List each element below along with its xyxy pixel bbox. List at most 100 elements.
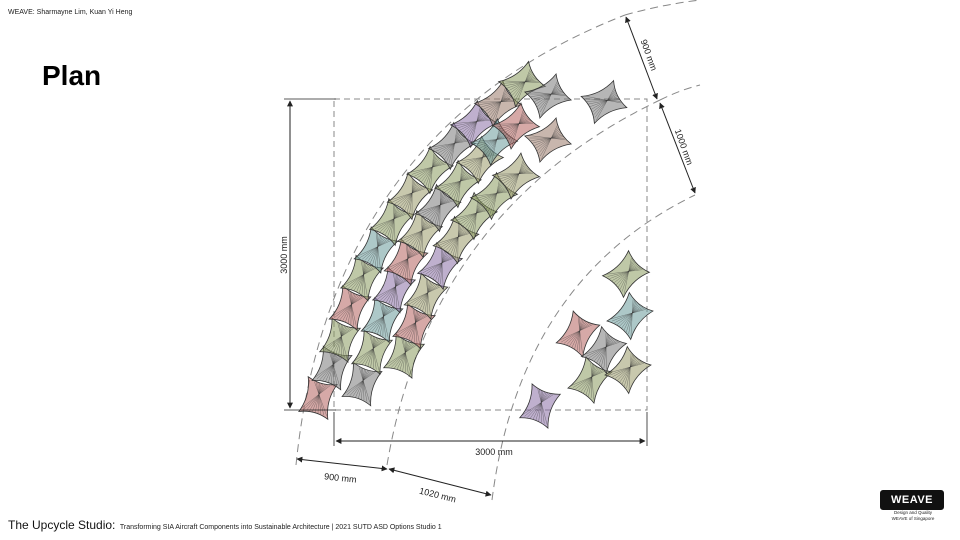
weave-strand [497, 121, 532, 127]
weave-strand [563, 322, 590, 344]
weave-strand [485, 130, 504, 156]
weave-strand [389, 251, 419, 271]
weave-strand [592, 93, 617, 113]
weave-strand [374, 212, 406, 230]
weave-strand [358, 369, 367, 399]
weave-strand [440, 250, 444, 285]
footer: The Upcycle Studio: Transforming SIA Air… [8, 516, 442, 534]
weave-module [396, 209, 444, 259]
weave-strand [339, 295, 359, 321]
logo-line-1: Design and Quality [893, 510, 933, 515]
weave-strand [530, 136, 564, 141]
weave-strand [348, 291, 357, 327]
weave-strand [474, 199, 478, 236]
weave-strand [328, 353, 337, 383]
weave-strand [362, 261, 365, 296]
weave-strand [541, 390, 542, 423]
weave-strand [412, 220, 428, 248]
dim-second-band-line [388, 467, 492, 497]
weave-strand [530, 92, 564, 97]
weave-strand [442, 175, 472, 191]
page-title: Plan [42, 60, 102, 91]
weave-strand [451, 170, 466, 199]
weave-strand [623, 302, 638, 331]
weave-strand [316, 355, 344, 379]
weave-module [297, 375, 339, 421]
weave-strand [414, 309, 418, 344]
weave-module [580, 79, 628, 125]
weave-module [416, 241, 464, 291]
weave-strand [489, 181, 501, 214]
weave-strand [362, 338, 381, 365]
weave-strand [479, 99, 514, 105]
weave-strand [575, 369, 602, 390]
weave-strand [356, 240, 391, 257]
weave-strand [527, 393, 550, 418]
weave-strand [502, 117, 529, 134]
dim-top-band-label: 900 mm [639, 38, 660, 72]
weave-strand [373, 336, 374, 369]
weave-strand [591, 339, 615, 360]
weave-strand [501, 118, 530, 132]
weave-strand [402, 224, 434, 242]
weave-strand [346, 371, 374, 395]
weave-strand [319, 355, 342, 380]
weave-strand [401, 339, 412, 375]
weave-strand [501, 168, 530, 182]
weave-strand [303, 385, 329, 410]
weave-strand [440, 135, 464, 156]
weave-strand [460, 206, 487, 225]
module-shape [491, 152, 541, 200]
weave-strand [448, 172, 468, 197]
footer-studio: The Upcycle Studio: [8, 518, 116, 532]
weave-strand [315, 381, 324, 416]
weave-strand [489, 127, 502, 160]
weave-strand [374, 279, 409, 298]
weave-strand [510, 161, 525, 194]
weave-strand [539, 389, 545, 424]
weave-strand [394, 342, 413, 369]
weave-strand [332, 326, 347, 354]
dim-top-band-line [625, 16, 658, 100]
weave-strand [343, 372, 375, 395]
weave-strand [350, 265, 372, 290]
weave-strand [321, 328, 354, 350]
weave-strand [439, 191, 441, 228]
weave-strand [374, 234, 380, 267]
weave-strand [504, 116, 528, 137]
weave-strand [409, 285, 439, 305]
weave-strand [485, 183, 504, 210]
weave-strand [396, 342, 411, 370]
weave-strand [593, 91, 616, 115]
weave-strand [356, 264, 368, 293]
weave-module [405, 145, 455, 195]
weave-module [328, 284, 372, 332]
weave-strand [405, 340, 406, 373]
weave-strand [371, 307, 391, 333]
weave-strand [459, 116, 488, 131]
weave-strand [487, 128, 503, 158]
weave-module [555, 310, 601, 358]
weave-strand [404, 246, 410, 279]
weave-strand [425, 155, 437, 187]
weave-strand [353, 264, 370, 291]
weave-strand [589, 96, 619, 107]
weave-strand [359, 239, 389, 259]
weave-strand [420, 218, 424, 253]
weave-strand [590, 364, 593, 398]
weave-strand [524, 394, 552, 417]
weave-strand [314, 383, 322, 413]
weave-strand [536, 130, 560, 152]
weave-strand [596, 88, 615, 121]
weave-strand [411, 179, 413, 216]
weave-strand [356, 340, 384, 363]
weave-strand [432, 194, 446, 223]
module-shape [555, 310, 601, 358]
weave-logo: WEAVE Design and Quality WEAVE of Singap… [880, 490, 946, 522]
weave-strand [441, 249, 444, 286]
weave-strand [502, 167, 529, 184]
weave-module [491, 152, 541, 200]
module-shape [606, 291, 654, 341]
weave-strand [611, 265, 639, 281]
weave-strand [614, 306, 644, 324]
